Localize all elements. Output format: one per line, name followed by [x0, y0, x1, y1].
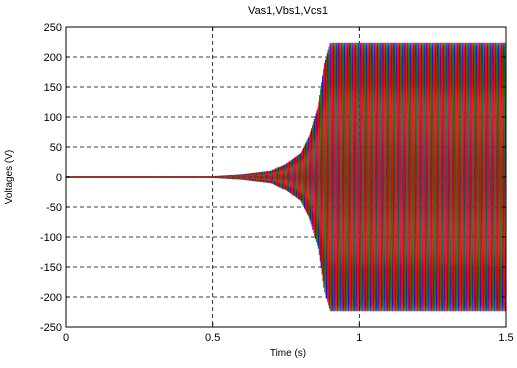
- y-tick-label: 100: [44, 112, 62, 124]
- x-tick-label: 0.5: [205, 332, 220, 344]
- axis-ticks: -250 -200 -150 -100 -50 0 50 100 150 200 250 0 0.5 1 1…: [40, 22, 514, 344]
- y-tick-label: 0: [56, 172, 62, 184]
- y-tick-label: 200: [44, 52, 62, 64]
- y-tick-label: 150: [44, 82, 62, 94]
- y-tick-label: -200: [40, 292, 62, 304]
- x-tick-label: 0: [63, 332, 69, 344]
- y-tick-label: -150: [40, 262, 62, 274]
- voltage-series-3: [65, 42, 507, 312]
- y-tick-label: 50: [50, 142, 62, 154]
- y-tick-label: -100: [40, 232, 62, 244]
- x-tick-label: 1.5: [498, 332, 513, 344]
- y-tick-label: -50: [46, 202, 62, 214]
- x-axis-label: Time (s): [270, 348, 306, 359]
- x-tick-label: 1: [356, 332, 362, 344]
- y-tick-label: -250: [40, 322, 62, 334]
- chart-title: Vas1,Vbs1,Vcs1: [248, 5, 328, 17]
- y-tick-label: 250: [44, 22, 62, 34]
- plot-area: [65, 42, 507, 312]
- y-axis-label: Voltages (V): [4, 150, 15, 204]
